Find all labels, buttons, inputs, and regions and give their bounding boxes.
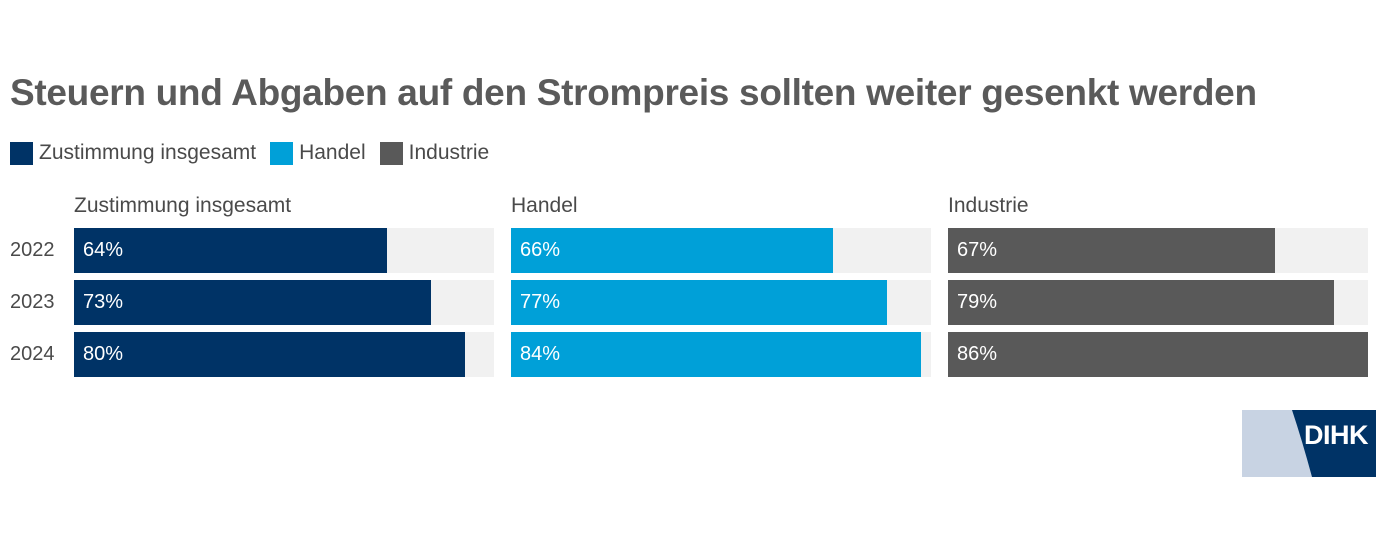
bar-track: 84% (511, 332, 931, 377)
chart-legend: Zustimmung insgesamt Handel Industrie (10, 141, 503, 165)
legend-item-handel: Handel (270, 141, 366, 165)
bar-zustimmung-2024 (74, 332, 465, 377)
bar-label-zustimmung-2024: 80% (83, 343, 124, 365)
panel-title-zustimmung: Zustimmung insgesamt (74, 194, 292, 217)
panel-title-handel: Handel (511, 194, 578, 217)
year-label-2022: 2022 (10, 239, 55, 261)
bar-zustimmung-2022 (74, 228, 387, 273)
dihk-logo-shape (1242, 410, 1376, 477)
bar-track: 77% (511, 280, 931, 325)
bar-track: 79% (948, 280, 1368, 325)
bar-track: 66% (511, 228, 931, 273)
panel-industrie: Industrie 67% 79% 86% (948, 194, 1368, 384)
bar-label-industrie-2024: 86% (957, 343, 998, 365)
legend-swatch-handel (270, 141, 294, 165)
chart-title: Steuern und Abgaben auf den Strompreis s… (10, 72, 1257, 113)
panel-zustimmung: Zustimmung insgesamt 64% 73% 80% (74, 194, 494, 384)
panel-handel: Handel 66% 77% 84% (511, 194, 931, 384)
bar-track: 64% (74, 228, 494, 273)
legend-item-industrie: Industrie (379, 141, 490, 165)
bar-handel-2022 (511, 228, 834, 273)
legend-swatch-zustimmung (10, 141, 33, 165)
panel-title-industrie: Industrie (948, 194, 1029, 217)
legend-item-zustimmung: Zustimmung insgesamt (10, 141, 256, 165)
bar-label-industrie-2022: 67% (957, 239, 998, 261)
bar-handel-2024 (511, 332, 922, 377)
bar-label-zustimmung-2022: 64% (83, 239, 124, 261)
bar-zustimmung-2023 (74, 280, 431, 325)
bar-industrie-2023 (948, 280, 1334, 325)
bar-label-handel-2022: 66% (520, 239, 561, 261)
bar-label-handel-2024: 84% (520, 343, 561, 365)
year-label-2023: 2023 (10, 291, 55, 313)
legend-label-industrie: Industrie (408, 141, 490, 164)
bar-label-handel-2023: 77% (520, 291, 561, 313)
bar-track: 73% (74, 280, 494, 325)
bar-label-industrie-2023: 79% (957, 291, 998, 313)
bar-track: 80% (74, 332, 494, 377)
bar-handel-2023 (511, 280, 888, 325)
bar-industrie-2022 (948, 228, 1276, 273)
legend-label-zustimmung: Zustimmung insgesamt (39, 141, 257, 164)
bar-track: 86% (948, 332, 1368, 377)
dihk-logo-text: DIHK (1304, 420, 1369, 450)
bar-label-zustimmung-2023: 73% (83, 291, 124, 313)
dihk-logo: DIHK (1242, 410, 1376, 477)
legend-label-handel: Handel (299, 141, 366, 164)
legend-swatch-industrie (379, 141, 403, 165)
bar-track: 67% (948, 228, 1368, 273)
year-label-2024: 2024 (10, 343, 55, 365)
bar-industrie-2024 (948, 332, 1368, 377)
